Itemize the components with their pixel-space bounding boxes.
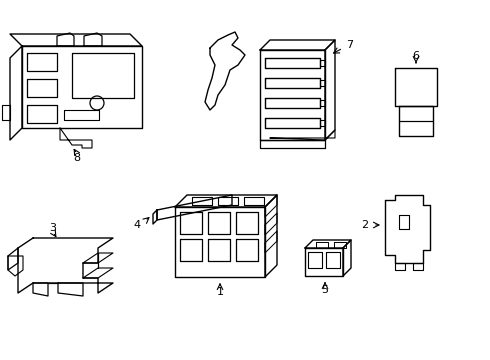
Text: 1: 1 [217, 287, 223, 297]
Text: 5: 5 [321, 285, 328, 295]
Text: 8: 8 [74, 153, 80, 163]
Text: 7: 7 [346, 40, 354, 50]
Text: 3: 3 [49, 223, 56, 233]
Text: 2: 2 [362, 220, 368, 230]
Text: 6: 6 [413, 51, 419, 61]
Text: 4: 4 [133, 220, 141, 230]
